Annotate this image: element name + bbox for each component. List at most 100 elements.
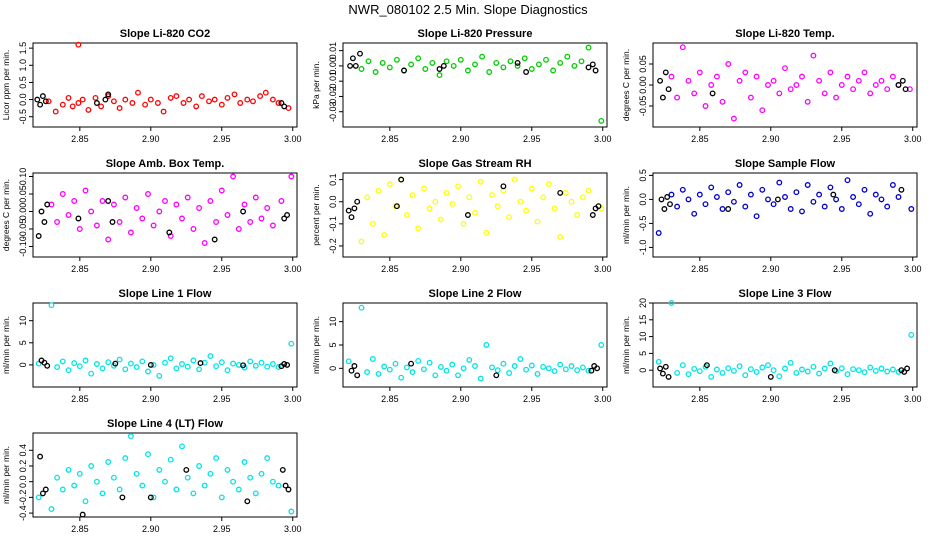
data-point (386, 181, 393, 188)
data-point (133, 205, 140, 211)
y-tick-label: 0.0 (638, 193, 648, 206)
data-point (386, 366, 393, 373)
data-point (179, 361, 185, 367)
data-point (110, 201, 117, 208)
data-point (585, 44, 592, 51)
data-point (184, 363, 191, 370)
data-point (167, 94, 174, 101)
data-point (483, 229, 490, 236)
data-point (269, 478, 276, 485)
data-point (71, 482, 78, 489)
data-point (65, 212, 72, 218)
data-point (878, 77, 885, 84)
flagged-point (662, 69, 669, 76)
flagged-point (166, 229, 173, 236)
flagged-point (278, 100, 285, 106)
data-point (162, 478, 168, 485)
x-tick-label: 2.85 (691, 394, 709, 404)
data-point (88, 208, 95, 215)
data-point (173, 201, 180, 208)
data-point (258, 470, 265, 477)
panel-title: Slope Amb. Box Temp. (106, 158, 225, 170)
y-tick-label: 5 (638, 351, 648, 356)
data-point (409, 192, 416, 199)
data-point (838, 82, 845, 88)
data-point (747, 94, 754, 101)
y-tick-label: 10 (328, 317, 338, 327)
data-point (821, 90, 828, 97)
data-point (369, 356, 376, 362)
data-point (489, 364, 495, 371)
data-point (759, 364, 766, 371)
data-point (76, 363, 83, 370)
data-point (747, 366, 754, 373)
x-tick-label: 3.00 (904, 264, 922, 274)
data-point (116, 356, 123, 363)
data-point (193, 103, 200, 110)
y-tick-label: -0.5 (18, 109, 28, 125)
data-point (793, 369, 800, 376)
y-tick-label: 0.5 (638, 169, 648, 182)
data-point (156, 466, 163, 473)
plot-frame (342, 172, 608, 258)
y-tick-label: 0.01 (328, 42, 338, 60)
y-tick-label: -0.01 (328, 71, 338, 92)
x-tick-label: 2.95 (213, 394, 231, 404)
x-tick-label: 2.95 (523, 134, 541, 144)
data-point (655, 358, 662, 365)
y-axis-label: ml/min per min. (311, 316, 321, 374)
data-point (793, 189, 800, 196)
y-tick-label: 20 (638, 298, 648, 308)
data-point (765, 196, 771, 203)
y-tick-label: 15 (638, 315, 648, 325)
data-point (850, 194, 857, 200)
data-point (432, 372, 439, 379)
data-point (466, 194, 473, 201)
flagged-point (348, 367, 355, 374)
flagged-point (279, 466, 286, 473)
data-point (364, 369, 371, 376)
data-point (247, 358, 254, 365)
data-point (799, 73, 805, 80)
y-tick-label: -0.05 (18, 219, 28, 240)
data-point (241, 201, 248, 208)
data-point (528, 362, 535, 369)
data-point (218, 101, 225, 108)
data-point (708, 373, 715, 380)
data-point (884, 203, 891, 210)
flagged-point (41, 219, 48, 225)
data-point (523, 207, 530, 214)
data-point (420, 185, 427, 192)
data-point (844, 177, 851, 184)
y-axis-label: percent per min. (311, 184, 321, 245)
data-point (674, 203, 681, 210)
data-point (269, 361, 276, 367)
data-point (696, 191, 703, 198)
data-point (278, 198, 285, 204)
flagged-point (351, 205, 358, 212)
flagged-point (284, 361, 291, 368)
flagged-point (147, 494, 154, 501)
data-point (725, 189, 732, 196)
data-point (574, 367, 581, 374)
data-point (288, 508, 295, 515)
data-point (889, 182, 896, 188)
flagged-point (44, 362, 51, 369)
data-point (782, 65, 788, 72)
data-point (59, 358, 66, 365)
data-point (719, 98, 726, 105)
data-point (598, 342, 605, 348)
panel-7: Slope Line 1 Flow 2.85 2.90 2.95 3.00 0 5 10 ml/… (1, 288, 302, 404)
data-point (52, 108, 59, 115)
data-point (493, 59, 500, 66)
data-point (247, 219, 254, 225)
data-point (99, 198, 106, 204)
flagged-point (281, 361, 288, 367)
data-point (713, 73, 720, 80)
y-tick-label: -0.02 (328, 86, 338, 107)
plot-frame (32, 42, 298, 128)
data-point (218, 359, 225, 366)
data-point (207, 198, 214, 204)
data-point (562, 366, 569, 373)
